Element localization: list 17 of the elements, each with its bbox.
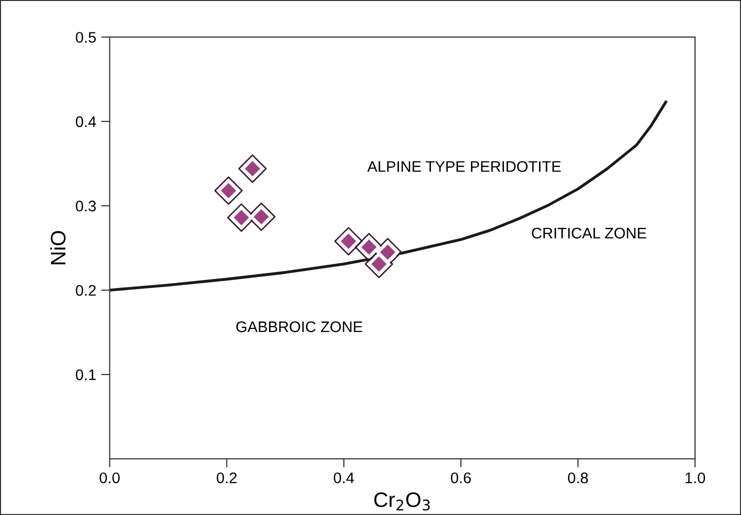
x-tick-label: 0.6 (450, 472, 471, 484)
annotation: GABBROIC ZONE (236, 321, 362, 332)
y-axis-title: NiO (50, 231, 66, 264)
y-tick-label: 0.1 (76, 369, 96, 380)
y-tick-label: 0.4 (76, 116, 96, 128)
x-tick-label: 0.4 (334, 472, 354, 484)
line-series (110, 100, 668, 292)
x-tick-label: 0.0 (100, 472, 120, 484)
y-tick-label: 0.5 (76, 32, 96, 43)
x-tick-label: 1.0 (686, 472, 706, 484)
x-tick-label: 0.8 (568, 472, 588, 484)
annotation: CRITICAL ZONE (532, 228, 646, 239)
x-tick-label: 0.2 (216, 472, 237, 484)
y-tick-label: 0.3 (76, 200, 96, 212)
x-axis-title: Cr$_{2}$O$_{3}$ (374, 492, 430, 511)
y-tick-label: 0.2 (76, 285, 96, 296)
annotation: ALPINE TYPE PERIDOTITE (367, 161, 561, 172)
